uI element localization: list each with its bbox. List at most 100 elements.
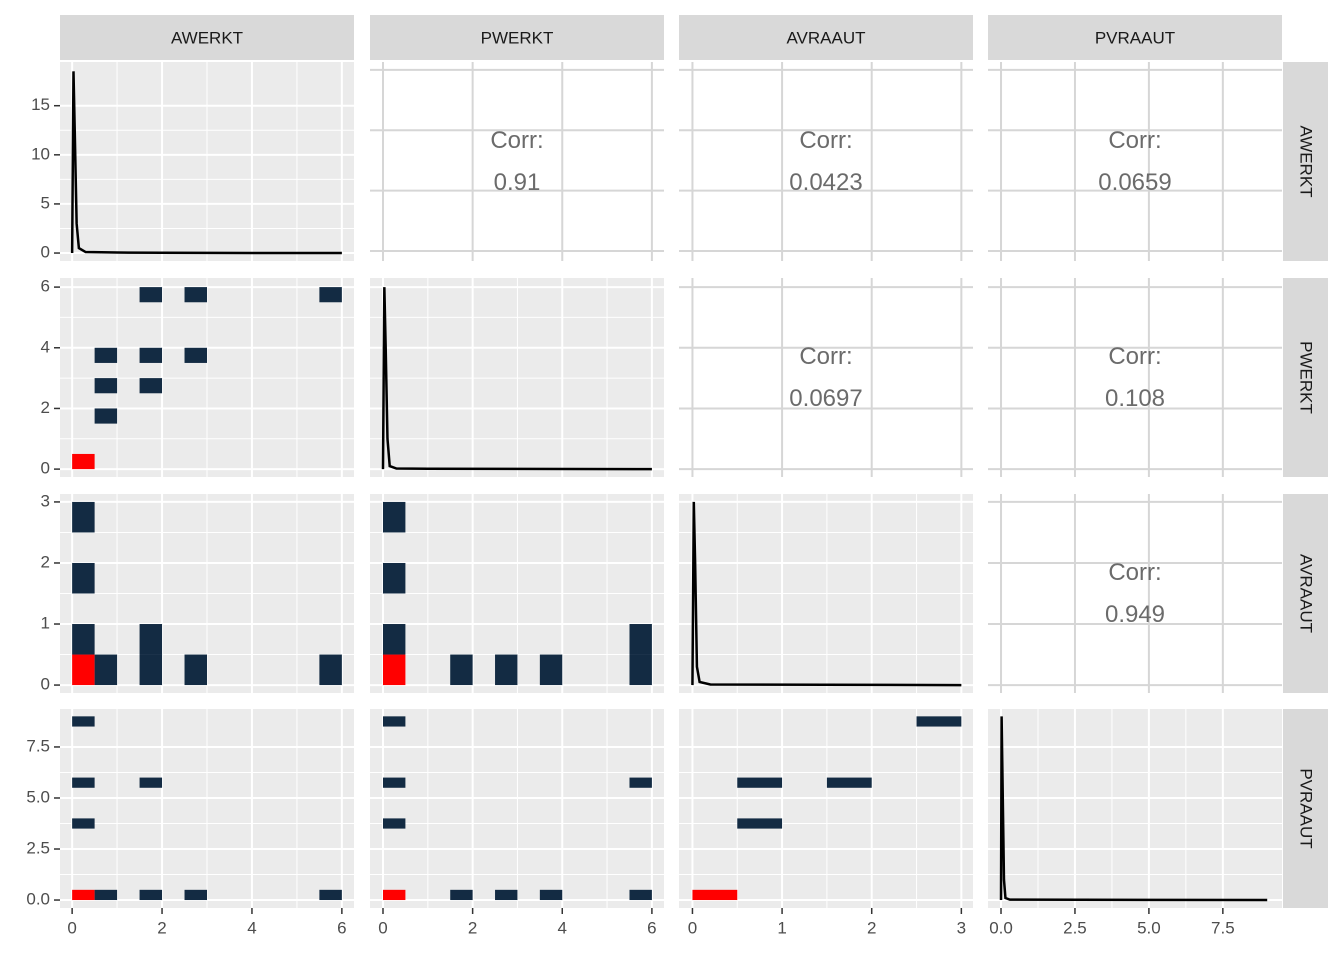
- bin: [72, 889, 95, 901]
- bin: [184, 347, 207, 363]
- bin: [319, 287, 342, 303]
- x-tick-label: 2: [157, 918, 166, 937]
- x-tick-label: 2: [468, 918, 477, 937]
- panel-background: [370, 62, 664, 261]
- panel-background: [679, 709, 973, 908]
- row-strip-label: AVRAAUT: [1297, 554, 1316, 633]
- y-tick-label: 5.0: [26, 787, 50, 806]
- y-tick-label: 2: [41, 398, 50, 417]
- bin: [495, 889, 518, 901]
- strip-background: [60, 15, 354, 60]
- x-tick-label: 4: [558, 918, 567, 937]
- x-tick-label: 1: [777, 918, 786, 937]
- bin: [72, 654, 95, 686]
- corr-label: Corr:: [1108, 343, 1161, 370]
- bin: [629, 889, 652, 901]
- corr-label: Corr:: [799, 343, 852, 370]
- bin: [139, 654, 163, 686]
- row-strip-label: AWERKT: [1297, 125, 1316, 197]
- bin: [495, 654, 518, 686]
- x-tick-label: 6: [337, 918, 346, 937]
- row-strip-label: PWERKT: [1297, 341, 1316, 414]
- bin: [382, 818, 406, 829]
- x-tick-label: 2: [867, 918, 876, 937]
- strip-background: [1283, 709, 1328, 908]
- bin: [139, 889, 163, 901]
- bin: [382, 654, 406, 686]
- y-tick-label: 0: [41, 459, 50, 478]
- bin: [72, 453, 95, 470]
- strip-background: [1283, 494, 1328, 693]
- x-tick-label: 0.0: [989, 918, 1013, 937]
- bin: [539, 889, 563, 901]
- strip-background: [370, 15, 664, 60]
- bin: [629, 624, 652, 655]
- corr-label: Corr:: [1108, 127, 1161, 154]
- y-tick-label: 6: [41, 277, 50, 296]
- y-tick-label: 4: [41, 337, 50, 356]
- y-tick-label: 0: [41, 243, 50, 262]
- density-line: [999, 716, 1268, 902]
- y-tick-label: 2: [41, 552, 50, 571]
- bin: [72, 501, 95, 533]
- bin: [450, 654, 473, 686]
- bin: [72, 777, 95, 788]
- x-tick-label: 4: [247, 918, 256, 937]
- y-tick-label: 3: [41, 491, 50, 510]
- density-line: [70, 71, 342, 255]
- bin: [692, 889, 738, 901]
- column-strip-label: PWERKT: [481, 28, 554, 47]
- corr-value: 0.0697: [789, 385, 862, 412]
- bin: [382, 889, 406, 901]
- bin: [94, 378, 118, 394]
- corr-label: Corr:: [799, 127, 852, 154]
- panel-background: [679, 278, 973, 477]
- strip-background: [679, 15, 973, 60]
- bin: [139, 777, 163, 788]
- bin: [539, 654, 563, 686]
- bin: [826, 777, 872, 788]
- bin: [319, 889, 342, 901]
- bin: [382, 624, 406, 655]
- panel-background: [988, 62, 1282, 261]
- strip-background: [1283, 278, 1328, 477]
- panel-background: [988, 278, 1282, 477]
- bin: [382, 777, 406, 788]
- panel-background: [988, 709, 1282, 908]
- bin: [72, 562, 95, 594]
- bin: [916, 716, 962, 727]
- x-tick-label: 0: [378, 918, 387, 937]
- bin: [737, 777, 783, 788]
- bin: [139, 378, 163, 394]
- bin: [737, 818, 783, 829]
- bin: [139, 347, 163, 363]
- x-tick-label: 5.0: [1137, 918, 1161, 937]
- corr-value: 0.108: [1105, 385, 1165, 412]
- density-line: [381, 287, 652, 471]
- corr-value: 0.949: [1105, 601, 1165, 628]
- y-tick-label: 1: [41, 614, 50, 633]
- bin: [450, 889, 473, 901]
- bin: [72, 624, 95, 655]
- y-tick-label: 2.5: [26, 838, 50, 857]
- x-tick-label: 2.5: [1063, 918, 1087, 937]
- panel-background: [988, 494, 1282, 693]
- bin: [139, 287, 163, 303]
- bin: [382, 716, 406, 727]
- bin: [94, 889, 118, 901]
- bin: [184, 889, 207, 901]
- bin: [629, 654, 652, 686]
- bin: [94, 347, 118, 363]
- bin: [94, 654, 118, 686]
- bin: [139, 624, 163, 655]
- corr-label: Corr:: [490, 127, 543, 154]
- y-tick-label: 7.5: [26, 736, 50, 755]
- row-strip-label: PVRAAUT: [1297, 768, 1316, 848]
- corr-label: Corr:: [1108, 559, 1161, 586]
- bin: [629, 777, 652, 788]
- corr-value: 0.0659: [1098, 169, 1171, 196]
- bin: [94, 408, 118, 424]
- y-tick-label: 10: [31, 144, 50, 163]
- bin: [382, 562, 406, 594]
